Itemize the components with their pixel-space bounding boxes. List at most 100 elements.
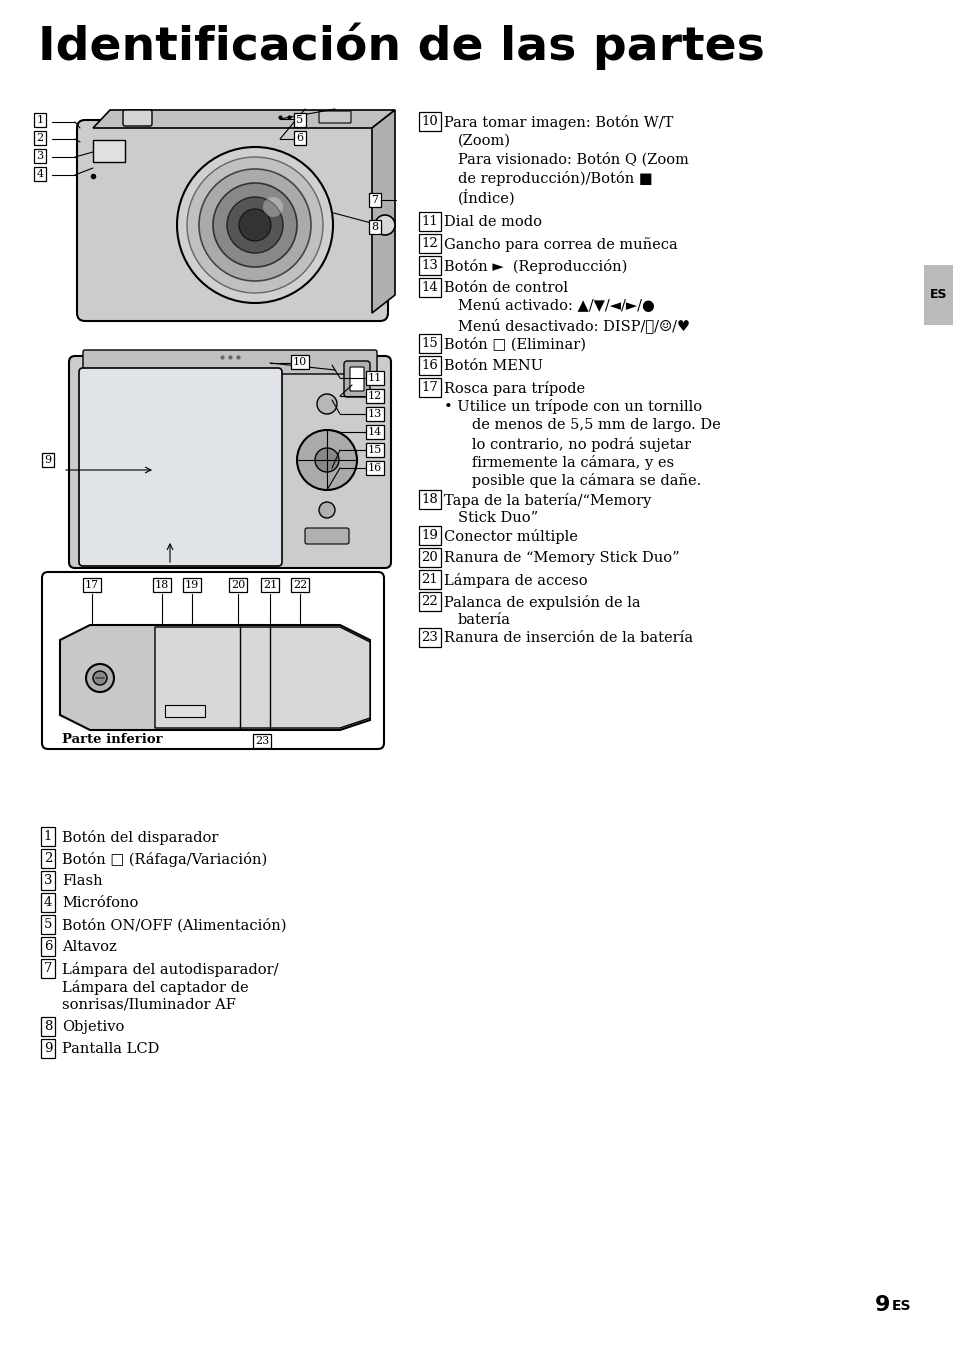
Text: 1: 1 — [44, 830, 52, 843]
Text: 17: 17 — [85, 580, 99, 590]
Circle shape — [177, 147, 333, 303]
Bar — [923, 265, 953, 325]
Text: Stick Duo”: Stick Duo” — [457, 511, 537, 526]
Text: Objetivo: Objetivo — [62, 1020, 124, 1034]
Text: 11: 11 — [368, 373, 382, 383]
FancyBboxPatch shape — [305, 529, 349, 543]
Text: Rosca para trípode: Rosca para trípode — [443, 381, 584, 395]
Circle shape — [199, 169, 311, 281]
Text: 16: 16 — [421, 359, 438, 373]
Polygon shape — [154, 627, 370, 728]
Text: 15: 15 — [421, 338, 438, 350]
Text: posible que la cámara se dañe.: posible que la cámara se dañe. — [457, 473, 700, 488]
Text: Menú desactivado: DISP/☉/☺/♥: Menú desactivado: DISP/☉/☺/♥ — [457, 317, 689, 332]
Text: sonrisas/Iluminador AF: sonrisas/Iluminador AF — [62, 998, 235, 1011]
Text: Palanca de expulsión de la: Palanca de expulsión de la — [443, 594, 640, 611]
Text: Altavoz: Altavoz — [62, 940, 116, 954]
Text: Micrófono: Micrófono — [62, 896, 138, 911]
Text: Tapa de la batería/“Memory: Tapa de la batería/“Memory — [443, 494, 651, 508]
FancyBboxPatch shape — [79, 369, 282, 566]
Text: 12: 12 — [368, 391, 382, 401]
Text: 17: 17 — [421, 381, 438, 394]
Circle shape — [296, 430, 356, 490]
Text: 8: 8 — [44, 1020, 52, 1033]
Circle shape — [263, 196, 283, 217]
Text: • Utilice un trípode con un tornillo: • Utilice un trípode con un tornillo — [443, 399, 701, 414]
Polygon shape — [92, 110, 395, 128]
Text: 13: 13 — [368, 409, 382, 420]
Text: Botón □ (Ráfaga/Variación): Botón □ (Ráfaga/Variación) — [62, 851, 267, 868]
Text: Identificación de las partes: Identificación de las partes — [38, 22, 764, 70]
Text: Ranura de inserción de la batería: Ranura de inserción de la batería — [443, 631, 693, 646]
Text: 9: 9 — [44, 1042, 52, 1054]
Text: 12: 12 — [421, 237, 438, 250]
Text: Botón de control: Botón de control — [443, 281, 567, 295]
Text: 2: 2 — [36, 133, 44, 143]
Text: (Índice): (Índice) — [457, 190, 515, 206]
Circle shape — [227, 196, 283, 253]
Text: 7: 7 — [371, 195, 378, 204]
Text: 7: 7 — [44, 962, 52, 975]
FancyBboxPatch shape — [350, 367, 364, 391]
Text: Botón MENU: Botón MENU — [443, 359, 542, 373]
Circle shape — [316, 394, 336, 414]
Text: 13: 13 — [421, 260, 438, 272]
Text: 1: 1 — [36, 116, 44, 125]
FancyBboxPatch shape — [77, 120, 388, 321]
Text: 21: 21 — [263, 580, 276, 590]
Text: Lámpara de acceso: Lámpara de acceso — [443, 573, 587, 588]
FancyBboxPatch shape — [83, 350, 376, 374]
Text: Ranura de “Memory Stick Duo”: Ranura de “Memory Stick Duo” — [443, 551, 679, 565]
FancyBboxPatch shape — [318, 112, 351, 122]
Text: Lámpara del autodisparador/: Lámpara del autodisparador/ — [62, 962, 278, 976]
FancyBboxPatch shape — [42, 572, 384, 749]
Circle shape — [92, 671, 107, 685]
Text: 21: 21 — [421, 573, 438, 586]
Text: ES: ES — [929, 288, 946, 301]
Text: 9: 9 — [874, 1295, 889, 1315]
FancyBboxPatch shape — [123, 110, 152, 126]
Text: ES: ES — [891, 1299, 910, 1313]
Text: Lámpara del captador de: Lámpara del captador de — [62, 981, 249, 995]
Text: Para visionado: Botón Q (Zoom: Para visionado: Botón Q (Zoom — [457, 152, 688, 167]
Text: 3: 3 — [36, 151, 44, 161]
Text: 8: 8 — [371, 222, 378, 231]
Text: 14: 14 — [421, 281, 438, 295]
Text: 23: 23 — [254, 736, 269, 746]
Text: 4: 4 — [36, 169, 44, 179]
Text: 11: 11 — [421, 215, 438, 229]
Polygon shape — [372, 110, 395, 313]
Text: 22: 22 — [421, 594, 438, 608]
Circle shape — [239, 208, 271, 241]
Text: 18: 18 — [154, 580, 169, 590]
FancyBboxPatch shape — [69, 356, 391, 568]
Text: 14: 14 — [368, 426, 382, 437]
Text: 9: 9 — [45, 455, 51, 465]
Circle shape — [86, 664, 113, 691]
Text: Botón ON/OFF (Alimentación): Botón ON/OFF (Alimentación) — [62, 919, 286, 932]
Circle shape — [318, 502, 335, 518]
Text: 23: 23 — [421, 631, 438, 644]
Text: Menú activado: ▲/▼/◄/►/●: Menú activado: ▲/▼/◄/►/● — [457, 300, 654, 313]
Text: batería: batería — [457, 613, 511, 628]
FancyBboxPatch shape — [344, 360, 370, 397]
Text: 10: 10 — [421, 116, 438, 128]
Circle shape — [314, 448, 338, 472]
Text: 18: 18 — [421, 494, 438, 506]
Text: Gancho para correa de muñeca: Gancho para correa de muñeca — [443, 237, 677, 252]
Text: Botón □ (Eliminar): Botón □ (Eliminar) — [443, 338, 585, 351]
Text: lo contrario, no podrá sujetar: lo contrario, no podrá sujetar — [457, 437, 690, 452]
Text: Botón ►  (Reproducción): Botón ► (Reproducción) — [443, 260, 627, 274]
Text: 19: 19 — [421, 529, 438, 542]
Circle shape — [375, 215, 395, 235]
Text: 20: 20 — [421, 551, 438, 564]
Text: Para tomar imagen: Botón W/T: Para tomar imagen: Botón W/T — [443, 116, 673, 130]
Text: Conector múltiple: Conector múltiple — [443, 529, 578, 543]
Text: 16: 16 — [368, 463, 382, 473]
Text: (Zoom): (Zoom) — [457, 133, 511, 148]
Text: Pantalla LCD: Pantalla LCD — [62, 1042, 159, 1056]
Text: Parte inferior: Parte inferior — [62, 733, 162, 746]
Text: 3: 3 — [44, 874, 52, 886]
Text: 4: 4 — [44, 896, 52, 909]
Bar — [92, 140, 125, 161]
